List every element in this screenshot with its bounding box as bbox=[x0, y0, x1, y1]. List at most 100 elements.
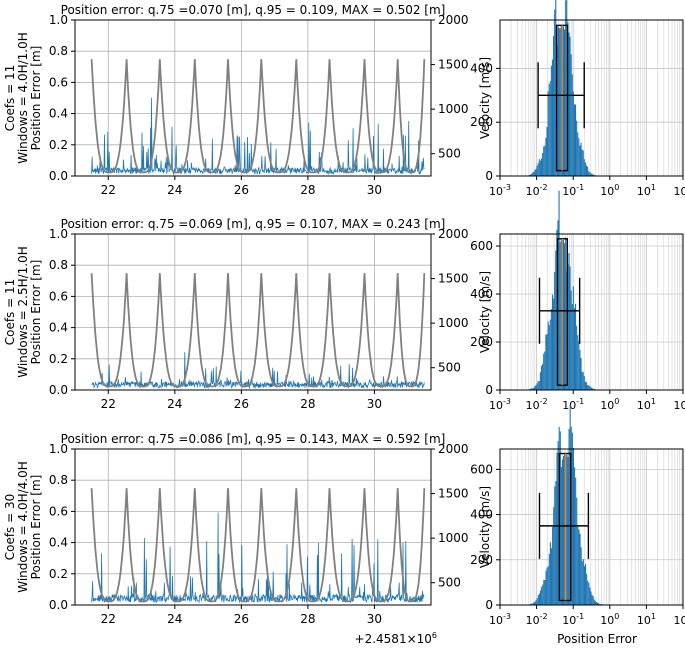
hist-bar bbox=[542, 153, 543, 176]
hist-y-tick-label: 400 bbox=[470, 287, 493, 301]
hist-bar bbox=[551, 66, 552, 176]
hist-bar bbox=[549, 554, 550, 605]
hist-bar bbox=[575, 304, 576, 390]
x-offset-exponent: 6 bbox=[432, 631, 437, 640]
hist-bar bbox=[578, 530, 579, 605]
tick-exponent: -1 bbox=[576, 612, 584, 621]
panel-title: Position error: q.75 =0.069 [m], q.95 = … bbox=[61, 217, 446, 231]
y-tick-label: 0.6 bbox=[49, 504, 68, 518]
hist-bar bbox=[535, 385, 536, 390]
hist-x-tick-label: 102 bbox=[673, 183, 685, 198]
hist-x-tick-label: 102 bbox=[673, 612, 685, 627]
x-offset-label: +2.4581×106 bbox=[355, 631, 437, 646]
hist-bar bbox=[541, 587, 542, 605]
y-tick-label: 0.0 bbox=[49, 383, 68, 397]
hist-bar bbox=[582, 149, 583, 176]
y2-tick-label: 500 bbox=[438, 361, 461, 375]
hist-bar bbox=[542, 364, 543, 390]
panel-title: Position error: q.75 =0.070 [m], q.95 = … bbox=[61, 3, 446, 17]
x-tick-label: 22 bbox=[101, 397, 116, 411]
hist-frame bbox=[500, 449, 683, 605]
hist-x-tick-label: 10-2 bbox=[526, 397, 548, 412]
hist-bar bbox=[583, 372, 584, 390]
hist-bar bbox=[565, 238, 566, 390]
hist-bar bbox=[570, 266, 571, 390]
hist-bar bbox=[567, 457, 568, 605]
hist-bar bbox=[586, 382, 587, 390]
hist-bar bbox=[539, 593, 540, 605]
hist-bar bbox=[585, 564, 586, 605]
y2-tick-label: 500 bbox=[438, 576, 461, 590]
hist-bar bbox=[568, 33, 569, 176]
hist-bar bbox=[569, 429, 570, 605]
hist-bar bbox=[560, 242, 561, 390]
y2-tick-label: 2000 bbox=[438, 442, 469, 456]
x-tick-label: 24 bbox=[167, 183, 182, 197]
hist-bar bbox=[543, 580, 544, 605]
hist-bar bbox=[581, 547, 582, 605]
panel-1: Position error: q.75 =0.069 [m], q.95 = … bbox=[3, 191, 685, 412]
hist-bar bbox=[543, 354, 544, 390]
hist-bar bbox=[589, 172, 590, 176]
hist-x-tick-label: 100 bbox=[600, 397, 619, 412]
hist-bar bbox=[573, 286, 574, 390]
hist-y-tick-label: 0 bbox=[485, 169, 493, 183]
tick-base: 10 bbox=[489, 185, 503, 198]
hist-bar bbox=[564, 243, 565, 390]
y-tick-label: 0.4 bbox=[49, 321, 68, 335]
y2-tick-label: 2000 bbox=[438, 13, 469, 27]
x-tick-label: 24 bbox=[167, 612, 182, 626]
panel-title: Position error: q.75 =0.086 [m], q.95 = … bbox=[61, 432, 446, 446]
y-tick-label: 0.2 bbox=[49, 138, 68, 152]
hist-bar bbox=[580, 143, 581, 176]
tick-base: 10 bbox=[637, 185, 651, 198]
hist-bar bbox=[534, 386, 535, 390]
tick-base: 10 bbox=[673, 185, 685, 198]
hist-bar bbox=[577, 132, 578, 176]
hist-bar bbox=[586, 574, 587, 605]
hist-bar bbox=[595, 601, 596, 605]
hist-bar bbox=[538, 163, 539, 176]
hist-bar bbox=[558, 441, 559, 605]
y2-tick-label: 1500 bbox=[438, 272, 469, 286]
hist-bar bbox=[559, 28, 560, 176]
y-axis-label: Coefs = 30 bbox=[3, 494, 17, 561]
hist-bar bbox=[583, 151, 584, 176]
hist-bar bbox=[562, 459, 563, 605]
hist-bar bbox=[574, 467, 575, 605]
tick-exponent: -2 bbox=[540, 612, 548, 621]
tick-base: 10 bbox=[526, 614, 540, 627]
hist-x-tick-label: 10-1 bbox=[562, 397, 584, 412]
tick-base: 10 bbox=[673, 399, 685, 412]
hist-bar bbox=[566, 455, 567, 605]
x-tick-label: 30 bbox=[367, 183, 382, 197]
hist-bar bbox=[563, 240, 564, 390]
hist-bar bbox=[570, 37, 571, 176]
y2-tick-label: 1000 bbox=[438, 102, 469, 116]
hist-bar bbox=[564, 29, 565, 176]
hist-bar bbox=[539, 159, 540, 176]
hist-bar bbox=[542, 585, 543, 605]
y2-tick-label: 1500 bbox=[438, 58, 469, 72]
hist-x-tick-label: 10-2 bbox=[526, 183, 548, 198]
tick-exponent: -1 bbox=[576, 397, 584, 406]
y2-tick-label: 1000 bbox=[438, 316, 469, 330]
y-tick-label: 1.0 bbox=[49, 442, 68, 456]
hist-bar bbox=[544, 580, 545, 605]
hist-x-tick-label: 101 bbox=[637, 612, 656, 627]
hist-x-tick-label: 102 bbox=[673, 397, 685, 412]
hist-bar bbox=[571, 290, 572, 390]
panel-0: Position error: q.75 =0.070 [m], q.95 = … bbox=[3, 0, 685, 198]
hist-bar bbox=[574, 308, 575, 390]
hist-bar bbox=[541, 366, 542, 390]
hist-frame bbox=[500, 234, 683, 390]
tick-base: 10 bbox=[600, 399, 614, 412]
hist-bar bbox=[552, 60, 553, 176]
y-tick-label: 0.2 bbox=[49, 352, 68, 366]
hist-bar bbox=[538, 595, 539, 605]
tick-exponent: 1 bbox=[651, 183, 656, 192]
hist-bar bbox=[589, 386, 590, 390]
hist-bar bbox=[588, 171, 589, 176]
hist-bar bbox=[556, 452, 557, 605]
tick-exponent: 0 bbox=[614, 397, 619, 406]
